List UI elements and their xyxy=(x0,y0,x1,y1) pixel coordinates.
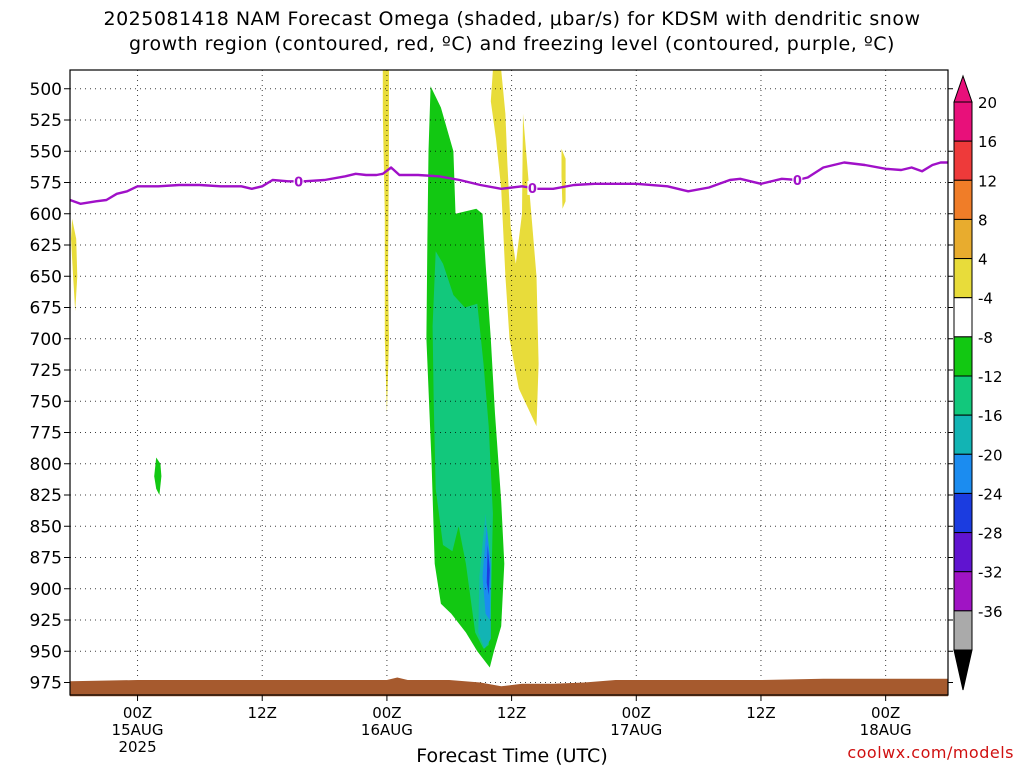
omega-region-3 xyxy=(561,148,566,209)
y-tick-label-825: 825 xyxy=(30,486,62,506)
plot-border xyxy=(69,69,949,696)
freezing-level-contour: 0 0 0 xyxy=(69,161,948,205)
plot-frame xyxy=(69,69,949,696)
colorbar-label-7: -12 xyxy=(978,368,1003,386)
y-tick-label-750: 750 xyxy=(30,392,62,412)
y-tick-label-525: 525 xyxy=(30,111,62,131)
colorbar-bin-10 xyxy=(953,492,973,534)
y-tick-label-550: 550 xyxy=(30,142,62,162)
chart-title-line-1: 2025081418 NAM Forecast Omega (shaded, μ… xyxy=(103,8,921,30)
colorbar-bottom-arrow xyxy=(953,649,973,691)
colorbar-top-arrow xyxy=(953,74,973,103)
colorbar-bin-9 xyxy=(953,453,973,494)
y-tick-label-800: 800 xyxy=(30,455,62,475)
colorbar-legend: 20 16 12 8 4 -4 -8 -12 -16 -20 -24 -28 -32 -36 xyxy=(953,74,1003,691)
x-tick-label-12: 12Z xyxy=(248,704,277,722)
colorbar-label-13: -36 xyxy=(978,603,1003,621)
colorbar-label-6: -8 xyxy=(978,329,993,347)
x-tick-label-72: 00Z xyxy=(871,704,900,722)
x-tick-year-0: 2025 xyxy=(118,738,156,756)
colorbar-bin-4 xyxy=(953,258,973,299)
colorbar-bin-12 xyxy=(953,571,973,612)
grid-lines xyxy=(70,70,948,695)
freezing-level-label-0: 0 xyxy=(294,175,303,190)
colorbar-bin-0 xyxy=(953,101,973,142)
freezing-level-label-bg-2 xyxy=(792,173,803,187)
freezing-level-label-2: 0 xyxy=(793,174,802,189)
omega-region-0 xyxy=(71,218,78,312)
colorbar-label-4: 4 xyxy=(978,251,988,269)
colorbar-bin-8 xyxy=(953,414,973,455)
x-tick-date-72: 18AUG xyxy=(860,721,912,739)
colorbar-label-1: 16 xyxy=(978,133,997,151)
y-tick-label-775: 775 xyxy=(30,424,62,444)
x-tick-label-60: 12Z xyxy=(746,704,775,722)
colorbar-bin-5 xyxy=(953,297,973,338)
y-tick-label-725: 725 xyxy=(30,361,62,381)
y-axis: 500 525 550 575 600 625 650 675 700 725 750 775 800 8… xyxy=(30,80,953,694)
colorbar-label-3: 8 xyxy=(978,211,988,229)
colorbar-bin-13 xyxy=(953,610,973,651)
omega-region-9 xyxy=(486,545,490,595)
colorbar-label-8: -16 xyxy=(978,407,1003,425)
freezing-level-line xyxy=(69,161,948,205)
x-tick-date-0: 15AUG xyxy=(112,721,164,739)
x-tick-label-48: 00Z xyxy=(622,704,651,722)
terrain-ground xyxy=(70,677,948,697)
colorbar-bin-7 xyxy=(953,375,973,416)
colorbar-label-5: -4 xyxy=(978,290,993,308)
y-tick-label-650: 650 xyxy=(30,267,62,287)
omega-shading xyxy=(71,70,566,668)
colorbar-bin-3 xyxy=(953,218,973,260)
y-tick-label-700: 700 xyxy=(30,330,62,350)
colorbar-label-9: -20 xyxy=(978,446,1003,464)
colorbar-bin-1 xyxy=(953,140,973,181)
omega-region-1 xyxy=(382,70,389,414)
x-tick-label-24: 00Z xyxy=(372,704,401,722)
freezing-level-label-1: 0 xyxy=(528,182,537,197)
omega-region-8 xyxy=(482,526,491,620)
y-tick-label-625: 625 xyxy=(30,236,62,256)
x-tick-date-24: 16AUG xyxy=(361,721,413,739)
colorbar-label-11: -28 xyxy=(978,525,1003,543)
y-tick-label-975: 975 xyxy=(30,674,62,694)
y-tick-label-875: 875 xyxy=(30,549,62,569)
x-tick-date-48: 17AUG xyxy=(610,721,662,739)
y-tick-label-850: 850 xyxy=(30,517,62,537)
colorbar-bin-2 xyxy=(953,179,973,220)
y-tick-label-600: 600 xyxy=(30,205,62,225)
freezing-level-label-bg-0 xyxy=(293,174,304,189)
chart-title-line-2: growth region (contoured, red, ºC) and f… xyxy=(129,33,895,55)
y-tick-label-950: 950 xyxy=(30,642,62,662)
colorbar-label-2: 12 xyxy=(978,172,997,190)
colorbar-label-12: -32 xyxy=(978,564,1003,582)
x-tick-label-0: 00Z xyxy=(123,704,152,722)
colorbar-label-10: -24 xyxy=(978,485,1003,503)
omega-region-5 xyxy=(154,457,162,495)
y-tick-label-900: 900 xyxy=(30,580,62,600)
y-tick-label-575: 575 xyxy=(30,174,62,194)
terrain-fill xyxy=(70,677,948,697)
y-tick-label-675: 675 xyxy=(30,299,62,319)
x-tick-label-36: 12Z xyxy=(497,704,526,722)
omega-region-6 xyxy=(432,251,493,649)
y-tick-label-925: 925 xyxy=(30,611,62,631)
colorbar-label-0: 20 xyxy=(978,94,997,112)
x-axis-title: Forecast Time (UTC) xyxy=(416,745,608,767)
omega-region-2 xyxy=(490,70,539,427)
colorbar-bin-11 xyxy=(953,532,973,573)
freezing-level-label-bg-1 xyxy=(527,180,538,195)
colorbar-bin-6 xyxy=(953,336,973,377)
y-tick-label-500: 500 xyxy=(30,80,62,100)
credit-link[interactable]: coolwx.com/models xyxy=(847,743,1014,762)
